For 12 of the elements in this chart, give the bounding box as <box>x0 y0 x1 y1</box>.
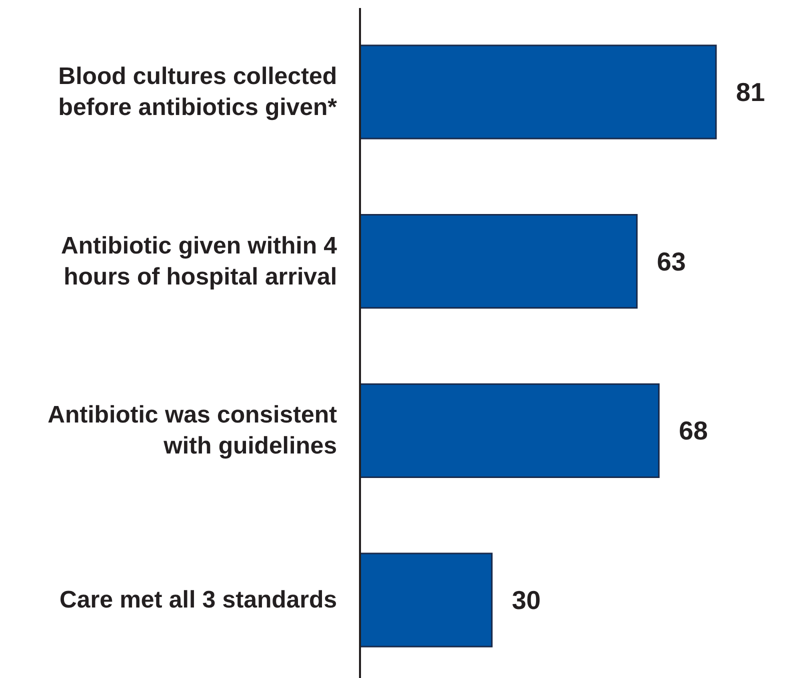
data-label: 81 <box>736 76 765 107</box>
y-tick-label: Antibiotic was consistent with guidelines <box>48 402 338 460</box>
data-label: 63 <box>656 246 686 276</box>
bar <box>359 383 660 478</box>
bar <box>359 214 638 309</box>
bar <box>359 552 493 648</box>
y-tick-label: Antibiotic given within 4 hours of hospital arrival <box>61 232 338 290</box>
data-label: 30 <box>512 585 541 616</box>
bar <box>359 44 717 140</box>
data-label: 68 <box>678 416 708 446</box>
y-tick-label: Care met all 3 standards <box>60 586 337 614</box>
y-tick-label: Blood cultures collected before antibiotics given* <box>58 62 338 121</box>
